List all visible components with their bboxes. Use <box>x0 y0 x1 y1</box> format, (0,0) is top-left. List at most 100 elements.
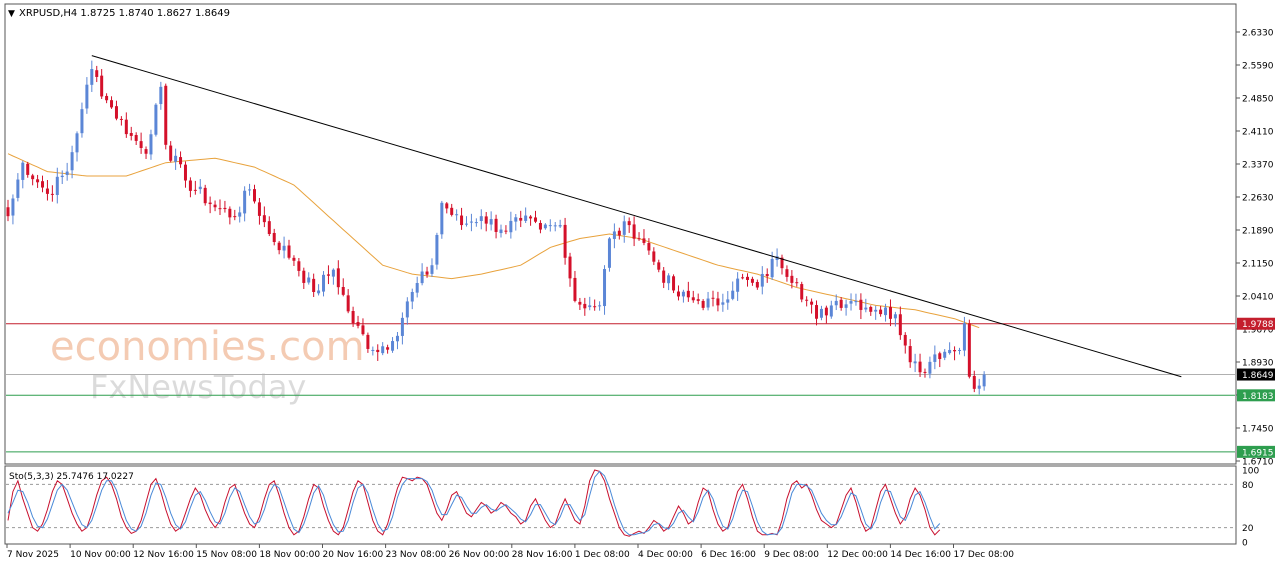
candle-body <box>504 230 508 232</box>
candle <box>672 274 676 294</box>
candle-body <box>322 274 326 292</box>
candle <box>95 65 99 83</box>
candle <box>174 148 178 170</box>
candle <box>859 293 863 320</box>
candle <box>741 273 745 280</box>
candle <box>588 296 592 311</box>
candle <box>686 281 690 302</box>
candle <box>110 96 114 109</box>
candle-body <box>469 221 473 223</box>
candle <box>16 173 20 202</box>
candle-body <box>938 353 942 360</box>
candle <box>790 270 794 289</box>
candle <box>888 299 892 327</box>
candle-body <box>386 347 390 350</box>
candle-body <box>129 133 133 136</box>
candle-body <box>953 350 957 352</box>
candle <box>395 331 399 350</box>
candle-body <box>913 361 917 364</box>
candle-body <box>114 106 118 119</box>
stoch-signal-line <box>7 470 941 536</box>
candle <box>913 353 917 373</box>
candle-body <box>514 217 518 222</box>
candle <box>356 315 360 329</box>
candle-body <box>509 220 513 233</box>
candle <box>681 289 685 303</box>
candle <box>893 311 897 327</box>
chart-menu-icon[interactable]: ▼ <box>8 9 15 19</box>
candle-body <box>627 221 631 226</box>
candle-body <box>746 276 749 280</box>
candle <box>676 285 680 301</box>
candle <box>292 255 296 266</box>
candle-body <box>691 297 695 301</box>
candle <box>248 183 252 196</box>
stochastic-panel-frame <box>4 465 1237 545</box>
candle-body <box>317 290 321 294</box>
descending-trendline[interactable] <box>91 55 1182 378</box>
candle-body <box>849 301 853 304</box>
time-tick-label: 4 Dec 00:00 <box>638 550 693 560</box>
candle-body <box>105 95 109 101</box>
candle-body <box>706 298 710 308</box>
candle <box>568 252 572 287</box>
candle <box>208 196 212 214</box>
candle-body <box>770 258 774 278</box>
candle-body <box>563 224 567 258</box>
candle <box>785 265 789 282</box>
candle <box>504 225 508 235</box>
candle-body <box>26 163 30 175</box>
candle <box>183 161 187 188</box>
candle-body <box>543 224 547 229</box>
candle <box>371 346 375 356</box>
candle-body <box>957 349 961 351</box>
candle <box>203 184 207 206</box>
candle-body <box>381 346 385 354</box>
candle <box>538 220 542 234</box>
candle <box>593 299 597 311</box>
price-tick-label: 2.5590 <box>1242 62 1274 72</box>
candle-body <box>785 269 789 277</box>
candle-body <box>583 303 587 309</box>
candle-body <box>603 269 607 307</box>
candle <box>100 69 104 100</box>
candle <box>124 112 128 138</box>
candle-body <box>548 225 552 227</box>
candle <box>159 81 163 110</box>
candle <box>721 293 725 312</box>
price-tick-label: 2.3370 <box>1242 161 1274 171</box>
candle-body <box>95 70 99 77</box>
candle <box>80 102 84 138</box>
candle-body <box>100 75 104 97</box>
candle <box>534 210 538 224</box>
candle <box>450 203 454 217</box>
candle-body <box>898 314 902 336</box>
candle <box>706 291 710 311</box>
candle-body <box>928 361 932 374</box>
candle <box>272 228 276 246</box>
candle <box>435 232 439 270</box>
time-tick-label: 28 Nov 16:00 <box>512 550 573 560</box>
candle-body <box>982 374 986 387</box>
candle-body <box>341 286 345 295</box>
candle <box>903 332 907 354</box>
candle <box>647 238 651 255</box>
candle-body <box>519 217 523 221</box>
candle <box>898 306 902 340</box>
candle <box>218 199 222 216</box>
candle-body <box>144 149 148 154</box>
candle <box>854 293 858 306</box>
candle <box>41 175 45 193</box>
price-tick-label: 1.8930 <box>1242 359 1274 369</box>
candle <box>578 297 582 311</box>
candle-body <box>869 306 873 312</box>
candle <box>746 273 749 287</box>
candle <box>519 210 523 228</box>
candle-body <box>652 251 656 262</box>
candle <box>440 200 444 239</box>
candle <box>558 219 562 229</box>
candle <box>198 178 202 194</box>
candle <box>6 199 10 222</box>
candle-body <box>834 300 838 306</box>
